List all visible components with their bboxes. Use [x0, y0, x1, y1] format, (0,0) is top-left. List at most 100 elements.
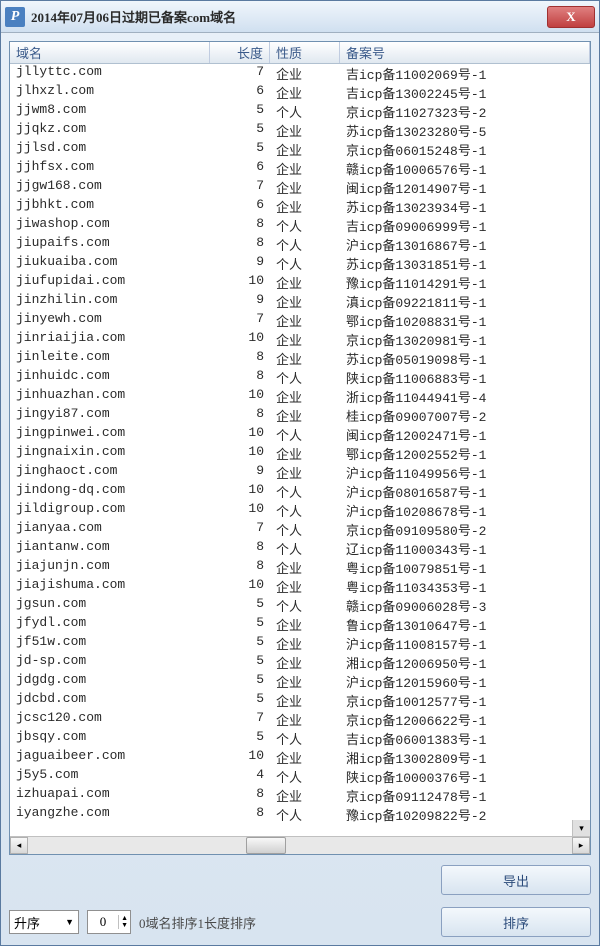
cell-length: 10 — [210, 501, 270, 520]
table-row[interactable]: jinhuidc.com8个人陕icp备11006883号-1 — [10, 368, 590, 387]
cell-length: 9 — [210, 292, 270, 311]
table-row[interactable]: jianyaa.com7个人京icp备09109580号-2 — [10, 520, 590, 539]
close-icon: X — [566, 9, 575, 25]
spinner-arrows[interactable]: ▲▼ — [118, 915, 130, 929]
table-row[interactable]: jjqkz.com5企业苏icp备13023280号-5 — [10, 121, 590, 140]
table-row[interactable]: jcsc120.com7企业京icp备12006622号-1 — [10, 710, 590, 729]
cell-length: 7 — [210, 311, 270, 330]
cell-registration: 闽icp备12002471号-1 — [340, 425, 590, 444]
table-row[interactable]: jjwm8.com5个人京icp备11027323号-2 — [10, 102, 590, 121]
cell-length: 8 — [210, 349, 270, 368]
table-row[interactable]: jindong-dq.com10个人沪icp备08016587号-1 — [10, 482, 590, 501]
cell-domain: jinhuidc.com — [10, 368, 210, 387]
table-row[interactable]: jinriaijia.com10企业京icp备13020981号-1 — [10, 330, 590, 349]
cell-registration: 京icp备11027323号-2 — [340, 102, 590, 121]
close-button[interactable]: X — [547, 6, 595, 28]
cell-length: 10 — [210, 273, 270, 292]
cell-nature: 个人 — [270, 254, 340, 273]
column-length[interactable]: 长度 — [210, 42, 270, 63]
scroll-left-button[interactable]: ◂ — [10, 837, 28, 854]
table-row[interactable]: jinghaoct.com9企业沪icp备11049956号-1 — [10, 463, 590, 482]
scroll-track[interactable] — [28, 837, 572, 854]
table-row[interactable]: jiufupidai.com10企业豫icp备11014291号-1 — [10, 273, 590, 292]
column-domain[interactable]: 域名 — [10, 42, 210, 63]
cell-registration: 豫icp备10209822号-2 — [340, 805, 590, 824]
cell-domain: jjbhkt.com — [10, 197, 210, 216]
cell-nature: 企业 — [270, 634, 340, 653]
sort-hint: 0域名排序1长度排序 — [139, 913, 256, 932]
table-row[interactable]: jjbhkt.com6企业苏icp备13023934号-1 — [10, 197, 590, 216]
cell-domain: jiufupidai.com — [10, 273, 210, 292]
table-row[interactable]: jllyttc.com7企业吉icp备11002069号-1 — [10, 64, 590, 83]
cell-nature: 企业 — [270, 64, 340, 83]
table-row[interactable]: jgsun.com5个人赣icp备09006028号-3 — [10, 596, 590, 615]
content-area: 域名 长度 性质 备案号 jllyttc.com7企业吉icp备11002069… — [9, 41, 591, 937]
scroll-down-indicator[interactable]: ▾ — [572, 820, 590, 836]
table-row[interactable]: jingpinwei.com10个人闽icp备12002471号-1 — [10, 425, 590, 444]
cell-domain: jdgdg.com — [10, 672, 210, 691]
table-row[interactable]: jingyi87.com8企业桂icp备09007007号-2 — [10, 406, 590, 425]
table-row[interactable]: jinhuazhan.com10企业浙icp备11044941号-4 — [10, 387, 590, 406]
table-row[interactable]: jf51w.com5企业沪icp备11008157号-1 — [10, 634, 590, 653]
cell-registration: 沪icp备08016587号-1 — [340, 482, 590, 501]
table-row[interactable]: jiwashop.com8个人吉icp备09006999号-1 — [10, 216, 590, 235]
table-row[interactable]: jjhfsx.com6企业赣icp备10006576号-1 — [10, 159, 590, 178]
table-row[interactable]: jinleite.com8企业苏icp备05019098号-1 — [10, 349, 590, 368]
cell-nature: 企业 — [270, 748, 340, 767]
cell-nature: 个人 — [270, 805, 340, 824]
cell-nature: 企业 — [270, 710, 340, 729]
table-row[interactable]: jinzhilin.com9企业滇icp备09221811号-1 — [10, 292, 590, 311]
table-row[interactable]: jiajunjn.com8企业粤icp备10079851号-1 — [10, 558, 590, 577]
cell-length: 10 — [210, 387, 270, 406]
app-icon: P — [5, 7, 25, 27]
domain-table: 域名 长度 性质 备案号 jllyttc.com7企业吉icp备11002069… — [9, 41, 591, 855]
sort-mode-spinner[interactable]: 0 ▲▼ — [87, 910, 131, 934]
cell-length: 5 — [210, 653, 270, 672]
cell-length: 5 — [210, 729, 270, 748]
table-row[interactable]: jfydl.com5企业鲁icp备13010647号-1 — [10, 615, 590, 634]
cell-nature: 个人 — [270, 729, 340, 748]
cell-nature: 企业 — [270, 349, 340, 368]
cell-length: 7 — [210, 64, 270, 83]
table-row[interactable]: jiajishuma.com10企业粤icp备11034353号-1 — [10, 577, 590, 596]
cell-registration: 沪icp备11008157号-1 — [340, 634, 590, 653]
cell-domain: jgsun.com — [10, 596, 210, 615]
scroll-right-button[interactable]: ▸ — [572, 837, 590, 854]
cell-nature: 企业 — [270, 653, 340, 672]
cell-nature: 企业 — [270, 387, 340, 406]
table-row[interactable]: jingnaixin.com10企业鄂icp备12002552号-1 — [10, 444, 590, 463]
cell-registration: 豫icp备11014291号-1 — [340, 273, 590, 292]
cell-domain: jlhxzl.com — [10, 83, 210, 102]
table-row[interactable]: j5y5.com4个人陕icp备10000376号-1 — [10, 767, 590, 786]
table-row[interactable]: jaguaibeer.com10企业湘icp备13002809号-1 — [10, 748, 590, 767]
table-row[interactable]: iyangzhe.com8个人豫icp备10209822号-2 — [10, 805, 590, 824]
table-row[interactable]: jlhxzl.com6企业吉icp备13002245号-1 — [10, 83, 590, 102]
column-registration[interactable]: 备案号 — [340, 42, 590, 63]
table-row[interactable]: jiupaifs.com8个人沪icp备13016867号-1 — [10, 235, 590, 254]
cell-domain: iyangzhe.com — [10, 805, 210, 824]
table-row[interactable]: jbsqy.com5个人吉icp备06001383号-1 — [10, 729, 590, 748]
sort-button[interactable]: 排序 — [441, 907, 591, 937]
table-row[interactable]: izhuapai.com8企业京icp备09112478号-1 — [10, 786, 590, 805]
table-row[interactable]: jiantanw.com8个人辽icp备11000343号-1 — [10, 539, 590, 558]
cell-nature: 企业 — [270, 159, 340, 178]
table-row[interactable]: jjlsd.com5企业京icp备06015248号-1 — [10, 140, 590, 159]
cell-length: 5 — [210, 140, 270, 159]
column-nature[interactable]: 性质 — [270, 42, 340, 63]
table-row[interactable]: jinyewh.com7企业鄂icp备10208831号-1 — [10, 311, 590, 330]
sort-order-value: 升序 — [14, 913, 40, 932]
cell-registration: 湘icp备13002809号-1 — [340, 748, 590, 767]
table-row[interactable]: jdgdg.com5企业沪icp备12015960号-1 — [10, 672, 590, 691]
table-row[interactable]: jildigroup.com10个人沪icp备10208678号-1 — [10, 501, 590, 520]
scroll-thumb[interactable] — [246, 837, 286, 854]
table-row[interactable]: jdcbd.com5企业京icp备10012577号-1 — [10, 691, 590, 710]
cell-nature: 个人 — [270, 501, 340, 520]
table-row[interactable]: jd-sp.com5企业湘icp备12006950号-1 — [10, 653, 590, 672]
sort-order-combo[interactable]: 升序 ▼ — [9, 910, 79, 934]
cell-registration: 鄂icp备12002552号-1 — [340, 444, 590, 463]
table-row[interactable]: jiukuaiba.com9个人苏icp备13031851号-1 — [10, 254, 590, 273]
horizontal-scrollbar[interactable]: ◂ ▸ — [10, 836, 590, 854]
table-row[interactable]: jjgw168.com7企业闽icp备12014907号-1 — [10, 178, 590, 197]
cell-length: 8 — [210, 786, 270, 805]
export-button[interactable]: 导出 — [441, 865, 591, 895]
